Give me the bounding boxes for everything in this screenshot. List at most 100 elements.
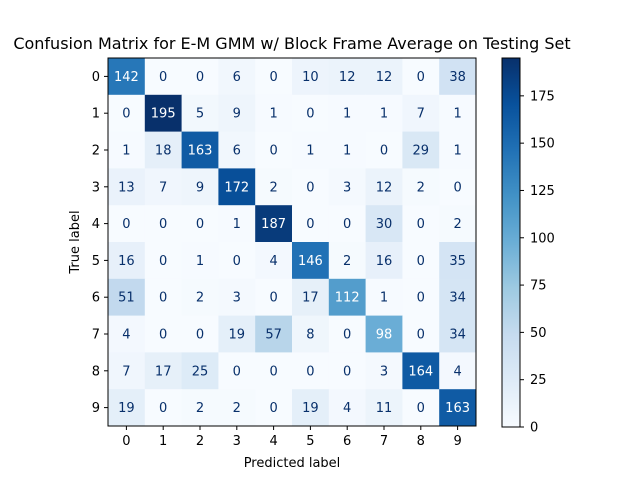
cell-value-label: 0: [343, 364, 351, 379]
heatmap-cell: [255, 352, 293, 390]
cell-value-label: 0: [159, 70, 167, 85]
y-axis: 0 1 2 3 4 5 6 7 8 9: [92, 70, 108, 416]
y-tick-label: 3: [92, 180, 100, 195]
cell-value-label: 13: [118, 180, 135, 195]
cell-value-label: 142: [114, 70, 139, 85]
y-axis-label: True label: [68, 210, 83, 274]
heatmap-cell: [402, 352, 440, 390]
cell-value-label: 8: [306, 328, 314, 343]
x-tick-label: 3: [233, 434, 241, 449]
cell-value-label: 1: [122, 144, 130, 159]
heatmap-cell: [181, 131, 219, 169]
heatmap-cell: [218, 205, 256, 243]
heatmap-cell: [108, 94, 146, 133]
cell-value-label: 0: [269, 291, 277, 306]
cell-value-label: 25: [192, 364, 209, 379]
heatmap-cell: [328, 94, 367, 133]
cell-value-label: 0: [196, 217, 204, 232]
heatmap-cell: [255, 58, 293, 96]
cell-value-label: 38: [449, 70, 466, 85]
heatmap-cell: [255, 315, 293, 353]
cell-value-label: 7: [122, 364, 130, 379]
heatmap-cell: [144, 242, 183, 280]
heatmap-cell: [439, 131, 477, 169]
cell-value-label: 0: [233, 254, 241, 269]
cell-value-label: 9: [233, 107, 241, 122]
cell-value-label: 172: [224, 180, 249, 195]
cell-value-label: 0: [196, 70, 204, 85]
heatmap-cell: [402, 58, 440, 96]
heatmap-cell: [181, 389, 219, 427]
cell-value-label: 2: [233, 401, 241, 416]
y-tick-label: 7: [92, 328, 100, 343]
heatmap-cell: [292, 242, 330, 280]
cell-value-label: 2: [196, 401, 204, 416]
cell-value-label: 0: [417, 217, 425, 232]
cell-value-label: 146: [298, 254, 323, 269]
cell-value-label: 12: [376, 180, 393, 195]
heatmap-cell: [218, 168, 256, 206]
colorbar-tick-label: 100: [530, 231, 555, 246]
chart-title: Confusion Matrix for E-M GMM w/ Block Fr…: [13, 34, 570, 53]
cell-value-label: 187: [261, 217, 286, 232]
colorbar-gradient: [501, 57, 521, 428]
cell-value-label: 12: [376, 70, 393, 85]
heatmap-cell: [218, 131, 256, 169]
cell-value-label: 0: [380, 144, 388, 159]
cell-value-label: 0: [306, 180, 314, 195]
cell-value-label: 1: [233, 217, 241, 232]
cell-value-label: 9: [196, 180, 204, 195]
cell-value-label: 1: [453, 107, 461, 122]
colorbar-ticks: 0 25 50 75 100 125 150 175: [520, 89, 555, 436]
heatmap-cell: [402, 205, 440, 243]
heatmap-cell: [255, 131, 293, 169]
cell-value-label: 163: [445, 401, 470, 416]
heatmap-cell: [439, 278, 477, 317]
cell-value-label: 1: [380, 291, 388, 306]
cell-value-label: 1: [380, 107, 388, 122]
colorbar: 0 25 50 75 100 125 150 175: [501, 57, 555, 436]
heatmap-cell: [439, 352, 477, 390]
cell-value-label: 0: [269, 70, 277, 85]
heatmap-cell: [108, 205, 146, 243]
cell-value-label: 2: [417, 180, 425, 195]
colorbar-tick-label: 0: [530, 421, 538, 436]
heatmap-cell: [108, 58, 146, 96]
heatmap-cell: [328, 278, 367, 317]
heatmap-cell: [181, 278, 219, 317]
cell-value-label: 0: [417, 328, 425, 343]
cell-value-label: 0: [417, 401, 425, 416]
x-axis: 0 1 2 3 4 5 6 7 8 9: [122, 426, 462, 449]
heatmap-cell: [108, 389, 146, 427]
cell-value-label: 0: [269, 364, 277, 379]
heatmap-cell: [292, 94, 330, 133]
heatmap-cell: [365, 278, 403, 317]
colorbar-tick-label: 25: [530, 373, 547, 388]
y-tick-label: 2: [92, 144, 100, 159]
cell-value-label: 11: [376, 401, 393, 416]
colorbar-tick-label: 175: [530, 89, 555, 104]
cell-value-label: 195: [151, 107, 176, 122]
cell-value-label: 4: [343, 401, 351, 416]
heatmap-cell: [144, 94, 183, 133]
heatmap-cell: [144, 389, 183, 427]
cell-value-label: 0: [233, 364, 241, 379]
heatmap-cell: [181, 205, 219, 243]
heatmap-cell: [292, 278, 330, 317]
heatmap-cell: [365, 389, 403, 427]
heatmap-cell: [108, 242, 146, 280]
heatmap-cell: [402, 389, 440, 427]
heatmap-cell: [365, 94, 403, 133]
x-tick-label: 9: [453, 434, 461, 449]
heatmap-cell: [108, 168, 146, 206]
heatmap-cell: [328, 315, 367, 353]
heatmap-cell: [144, 168, 183, 206]
colorbar-tick-label: 75: [530, 279, 547, 294]
heatmap-cell: [255, 94, 293, 133]
heatmap-cell: [108, 131, 146, 169]
heatmap-cell: [144, 131, 183, 169]
heatmap-cell: [218, 315, 256, 353]
cell-value-label: 164: [408, 364, 433, 379]
heatmap-cell: [402, 242, 440, 280]
y-tick-label: 6: [92, 291, 100, 306]
